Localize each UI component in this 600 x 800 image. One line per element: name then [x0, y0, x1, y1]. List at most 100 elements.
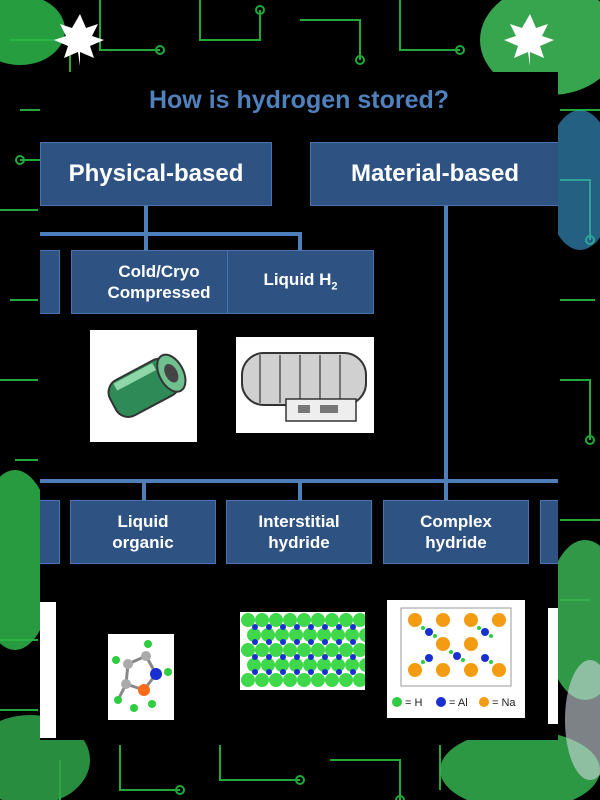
partial-method-box	[40, 250, 60, 314]
lattice-metal-atom	[269, 673, 283, 687]
lattice-metal-atom	[345, 628, 359, 642]
connector-line	[298, 481, 302, 500]
lattice-metal-atom	[289, 658, 303, 672]
lattice-hydrogen-atom	[308, 624, 314, 630]
cold-cryo-compressed-label: Cold/Cryo Compressed	[107, 261, 211, 302]
legend-sodium-label: = Na	[492, 697, 516, 709]
slide-title: How is hydrogen stored?	[148, 86, 450, 114]
lattice-hydrogen-atom	[308, 654, 314, 660]
lattice-hydrogen-atom	[336, 654, 342, 660]
lattice-metal-atom	[339, 673, 353, 687]
lattice-metal-atom	[339, 643, 353, 657]
lattice-metal-atom	[359, 628, 365, 642]
lattice-metal-atom	[269, 613, 283, 627]
lattice-metal-atom	[269, 643, 283, 657]
lattice-metal-atom	[311, 643, 325, 657]
cryo-tank-image	[90, 330, 197, 442]
lattice-hydrogen-atom	[280, 669, 286, 675]
lattice-metal-atom	[297, 673, 311, 687]
lattice-metal-atom	[275, 628, 289, 642]
lattice-hydrogen-atom	[266, 624, 272, 630]
legend-aluminum-label: = Al	[449, 697, 468, 709]
lattice-hydrogen-atom	[294, 669, 300, 675]
lattice-hydrogen-atom	[308, 669, 314, 675]
lattice-metal-atom	[241, 613, 255, 627]
lattice-metal-atom	[325, 643, 339, 657]
lattice-metal-atom	[241, 673, 255, 687]
lattice-metal-atom	[339, 613, 353, 627]
connector-line	[40, 232, 302, 236]
lattice-metal-atom	[247, 628, 261, 642]
lattice-metal-atom	[353, 613, 365, 627]
lattice-hydrogen-atom	[308, 639, 314, 645]
lattice-metal-atom	[283, 643, 297, 657]
lattice-metal-atom	[241, 643, 255, 657]
lattice-metal-atom	[353, 673, 365, 687]
lattice-metal-atom	[311, 673, 325, 687]
liquid-h2-label: Liquid H2	[263, 270, 338, 293]
lattice-metal-atom	[261, 658, 275, 672]
lattice-metal-atom	[317, 658, 331, 672]
lattice-hydrogen-atom	[252, 639, 258, 645]
lattice-metal-atom	[303, 658, 317, 672]
lattice-hydrogen-atom	[280, 624, 286, 630]
lattice-hydrogen-atom	[350, 639, 356, 645]
connector-line	[444, 205, 448, 481]
legend-hydrogen-label: = H	[405, 697, 422, 709]
lattice-metal-atom	[331, 658, 345, 672]
connector-line	[142, 481, 146, 500]
partial-method-box	[540, 500, 558, 564]
lattice-hydrogen-atom	[350, 624, 356, 630]
lattice-hydrogen-atom	[294, 639, 300, 645]
partial-image	[40, 602, 56, 738]
lattice-metal-atom	[317, 628, 331, 642]
complex-hydride-crystal-image: = H = Al = Na	[387, 600, 525, 718]
lattice-metal-atom	[289, 628, 303, 642]
lattice-metal-atom	[325, 673, 339, 687]
lattice-metal-atom	[255, 643, 269, 657]
lattice-hydrogen-atom	[252, 654, 258, 660]
material-based-box: Material-based	[310, 142, 558, 206]
lattice-hydrogen-atom	[280, 639, 286, 645]
interstitial-hydride-label: Interstitial hydride	[258, 511, 340, 552]
liquid-h2-tank-image	[236, 337, 374, 433]
lattice-metal-atom	[255, 613, 269, 627]
liquid-organic-label: Liquid organic	[112, 511, 174, 552]
partial-method-box	[40, 500, 60, 564]
lattice-hydrogen-atom	[294, 624, 300, 630]
cold-cryo-compressed-box: Cold/Cryo Compressed	[71, 250, 247, 314]
lattice-hydrogen-atom	[322, 624, 328, 630]
legend-aluminum-marker	[436, 697, 446, 707]
complex-hydride-box: Complex hydride	[383, 500, 529, 564]
lattice-hydrogen-atom	[336, 624, 342, 630]
lattice-metal-atom	[303, 628, 317, 642]
lattice-hydrogen-atom	[280, 654, 286, 660]
lattice-metal-atom	[297, 613, 311, 627]
lattice-hydrogen-atom	[266, 639, 272, 645]
lattice-hydrogen-atom	[266, 654, 272, 660]
connector-line	[444, 481, 448, 500]
lattice-hydrogen-atom	[336, 639, 342, 645]
lattice-hydrogen-atom	[322, 639, 328, 645]
lattice-metal-atom	[247, 658, 261, 672]
lattice-hydrogen-atom	[252, 624, 258, 630]
lattice-metal-atom	[325, 613, 339, 627]
legend-hydrogen-marker	[392, 697, 402, 707]
lattice-hydrogen-atom	[322, 669, 328, 675]
lattice-hydrogen-atom	[350, 669, 356, 675]
liquid-h2-box: Liquid H2	[227, 250, 374, 314]
lattice-metal-atom	[297, 643, 311, 657]
lattice-hydrogen-atom	[266, 669, 272, 675]
lattice-metal-atom	[261, 628, 275, 642]
lattice-metal-atom	[331, 628, 345, 642]
lattice-hydrogen-atom	[350, 654, 356, 660]
lattice-metal-atom	[359, 658, 365, 672]
lattice-metal-atom	[283, 613, 297, 627]
complex-hydride-label: Complex hydride	[420, 511, 492, 552]
slide-panel: How is hydrogen stored? Physical-based M…	[40, 72, 558, 740]
lattice-hydrogen-atom	[294, 654, 300, 660]
legend: = H = Al = Na	[392, 697, 516, 709]
lattice-metal-atom	[311, 613, 325, 627]
partial-image	[548, 608, 558, 724]
lattice-hydrogen-atom	[252, 669, 258, 675]
